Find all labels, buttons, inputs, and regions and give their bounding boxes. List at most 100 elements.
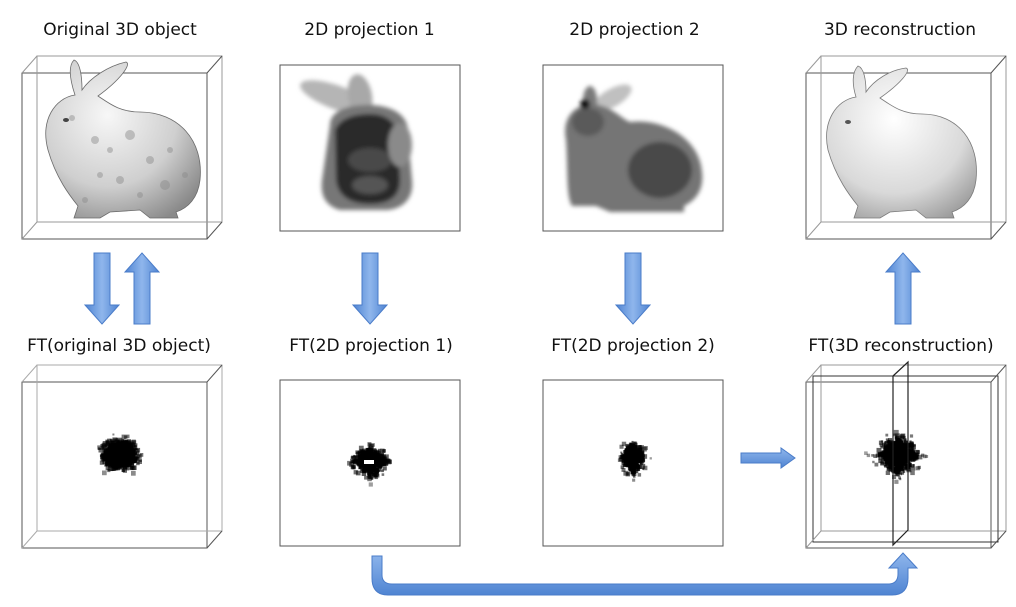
ft-speckle [887, 463, 893, 469]
ft-speckle [372, 448, 377, 453]
ft-speckle [639, 461, 643, 465]
ft-speckle [880, 440, 884, 443]
ft-speckle [917, 454, 923, 460]
ft-speckle [386, 458, 390, 463]
ft-speckle [887, 441, 893, 447]
ft-speckle [99, 460, 105, 465]
ft-speckle [642, 454, 648, 459]
ft-speckle [132, 445, 137, 451]
ft-speckle [878, 457, 881, 460]
ft-projection-2-pattern [617, 440, 652, 482]
ft-speckle [893, 470, 896, 474]
ft-speckle [883, 449, 886, 453]
arrow-down-projection-2 [614, 252, 652, 325]
ft-speckle [901, 445, 904, 448]
ft-speckle [374, 450, 378, 454]
ft-speckle [620, 454, 625, 459]
ft-speckle [108, 452, 111, 455]
ft-speckle [362, 469, 366, 473]
ft-speckle [874, 462, 879, 467]
ft-speckle [898, 476, 901, 480]
ft-speckle [98, 447, 101, 450]
ft-speckle [358, 466, 361, 469]
ft-speckle [880, 445, 883, 449]
ft-speckle [620, 465, 625, 469]
ft-speckle [117, 437, 123, 443]
ft-speckle [120, 450, 125, 455]
ft-speckle [628, 469, 631, 472]
ft-speckle [889, 449, 893, 453]
ft-speckle [885, 462, 889, 465]
ft-speckle [619, 444, 624, 449]
ft-speckle [106, 442, 111, 447]
ft-speckle [360, 450, 366, 455]
ft-speckle [640, 451, 645, 455]
ft-speckle [875, 453, 880, 458]
ft-speckle [864, 451, 868, 455]
ft-speckle [629, 443, 633, 447]
ft-speckle [102, 457, 107, 462]
ft-speckle [619, 457, 624, 462]
ft-speckle [866, 453, 871, 458]
ft-speckle [880, 461, 884, 466]
ft-speckle [369, 450, 372, 453]
ft-speckle [889, 453, 893, 458]
ft-speckle [358, 455, 361, 458]
ft-speckle [902, 465, 908, 471]
ft-speckle [885, 457, 889, 460]
projection-2-image [565, 84, 703, 212]
ft-speckle [896, 460, 900, 464]
ft-speckle [112, 466, 117, 471]
ft-speckle [125, 440, 131, 446]
ft-speckle [130, 450, 136, 456]
ft-speckle [358, 450, 363, 454]
ft-speckle [111, 465, 114, 468]
bunny-original-image [45, 59, 201, 219]
ft-speckle [632, 444, 635, 447]
ft-speckle [903, 435, 906, 439]
ft-speckle [624, 456, 628, 460]
ft-speckle [381, 469, 384, 473]
ft-speckle [878, 458, 883, 464]
ft-speckle [116, 449, 120, 453]
ft-speckle [633, 475, 636, 478]
ft-speckle [895, 446, 898, 449]
ft-speckle [896, 457, 901, 462]
ft-speckle [368, 482, 373, 487]
ft-speckle [910, 455, 915, 459]
ft-speckle [102, 470, 107, 476]
ft-speckle [894, 454, 897, 457]
ft-speckle [626, 472, 630, 476]
ft-speckle [136, 449, 139, 452]
ft-reconstruction-3d-pattern [864, 429, 929, 484]
ft-speckle [898, 446, 903, 451]
ft-speckle [890, 457, 894, 461]
label-2d-projection-2: 2D projection 2 [569, 20, 700, 40]
ft-speckle [896, 442, 901, 448]
ft-speckle [372, 462, 377, 467]
arrow-right-ft2-to-ft-reconstruction [740, 447, 796, 469]
ft-speckle [910, 470, 915, 476]
ft-speckle [112, 437, 118, 443]
ft-speckle [626, 460, 630, 463]
ft-speckle [381, 462, 385, 466]
ft-speckle [635, 468, 639, 472]
ft-speckle [108, 453, 112, 458]
ft-speckle [126, 445, 131, 449]
ft-speckle [355, 461, 360, 466]
ft-speckle [131, 440, 137, 445]
ft-speckle [126, 463, 129, 467]
ft-speckle [130, 466, 133, 469]
ft-speckle [641, 467, 644, 470]
ft-speckle [118, 453, 123, 458]
ft-speckle [127, 447, 131, 451]
ft-speckle [632, 478, 636, 482]
ft-speckle [129, 448, 134, 452]
ft-speckle [885, 459, 888, 462]
ft-speckle [634, 441, 638, 445]
ft-speckle [118, 445, 123, 450]
ft-speckle [628, 445, 632, 449]
label-ft-2d-projection-1: FT(2D projection 1) [289, 336, 453, 356]
ft-speckle [133, 443, 138, 447]
ft-speckle [362, 467, 366, 471]
